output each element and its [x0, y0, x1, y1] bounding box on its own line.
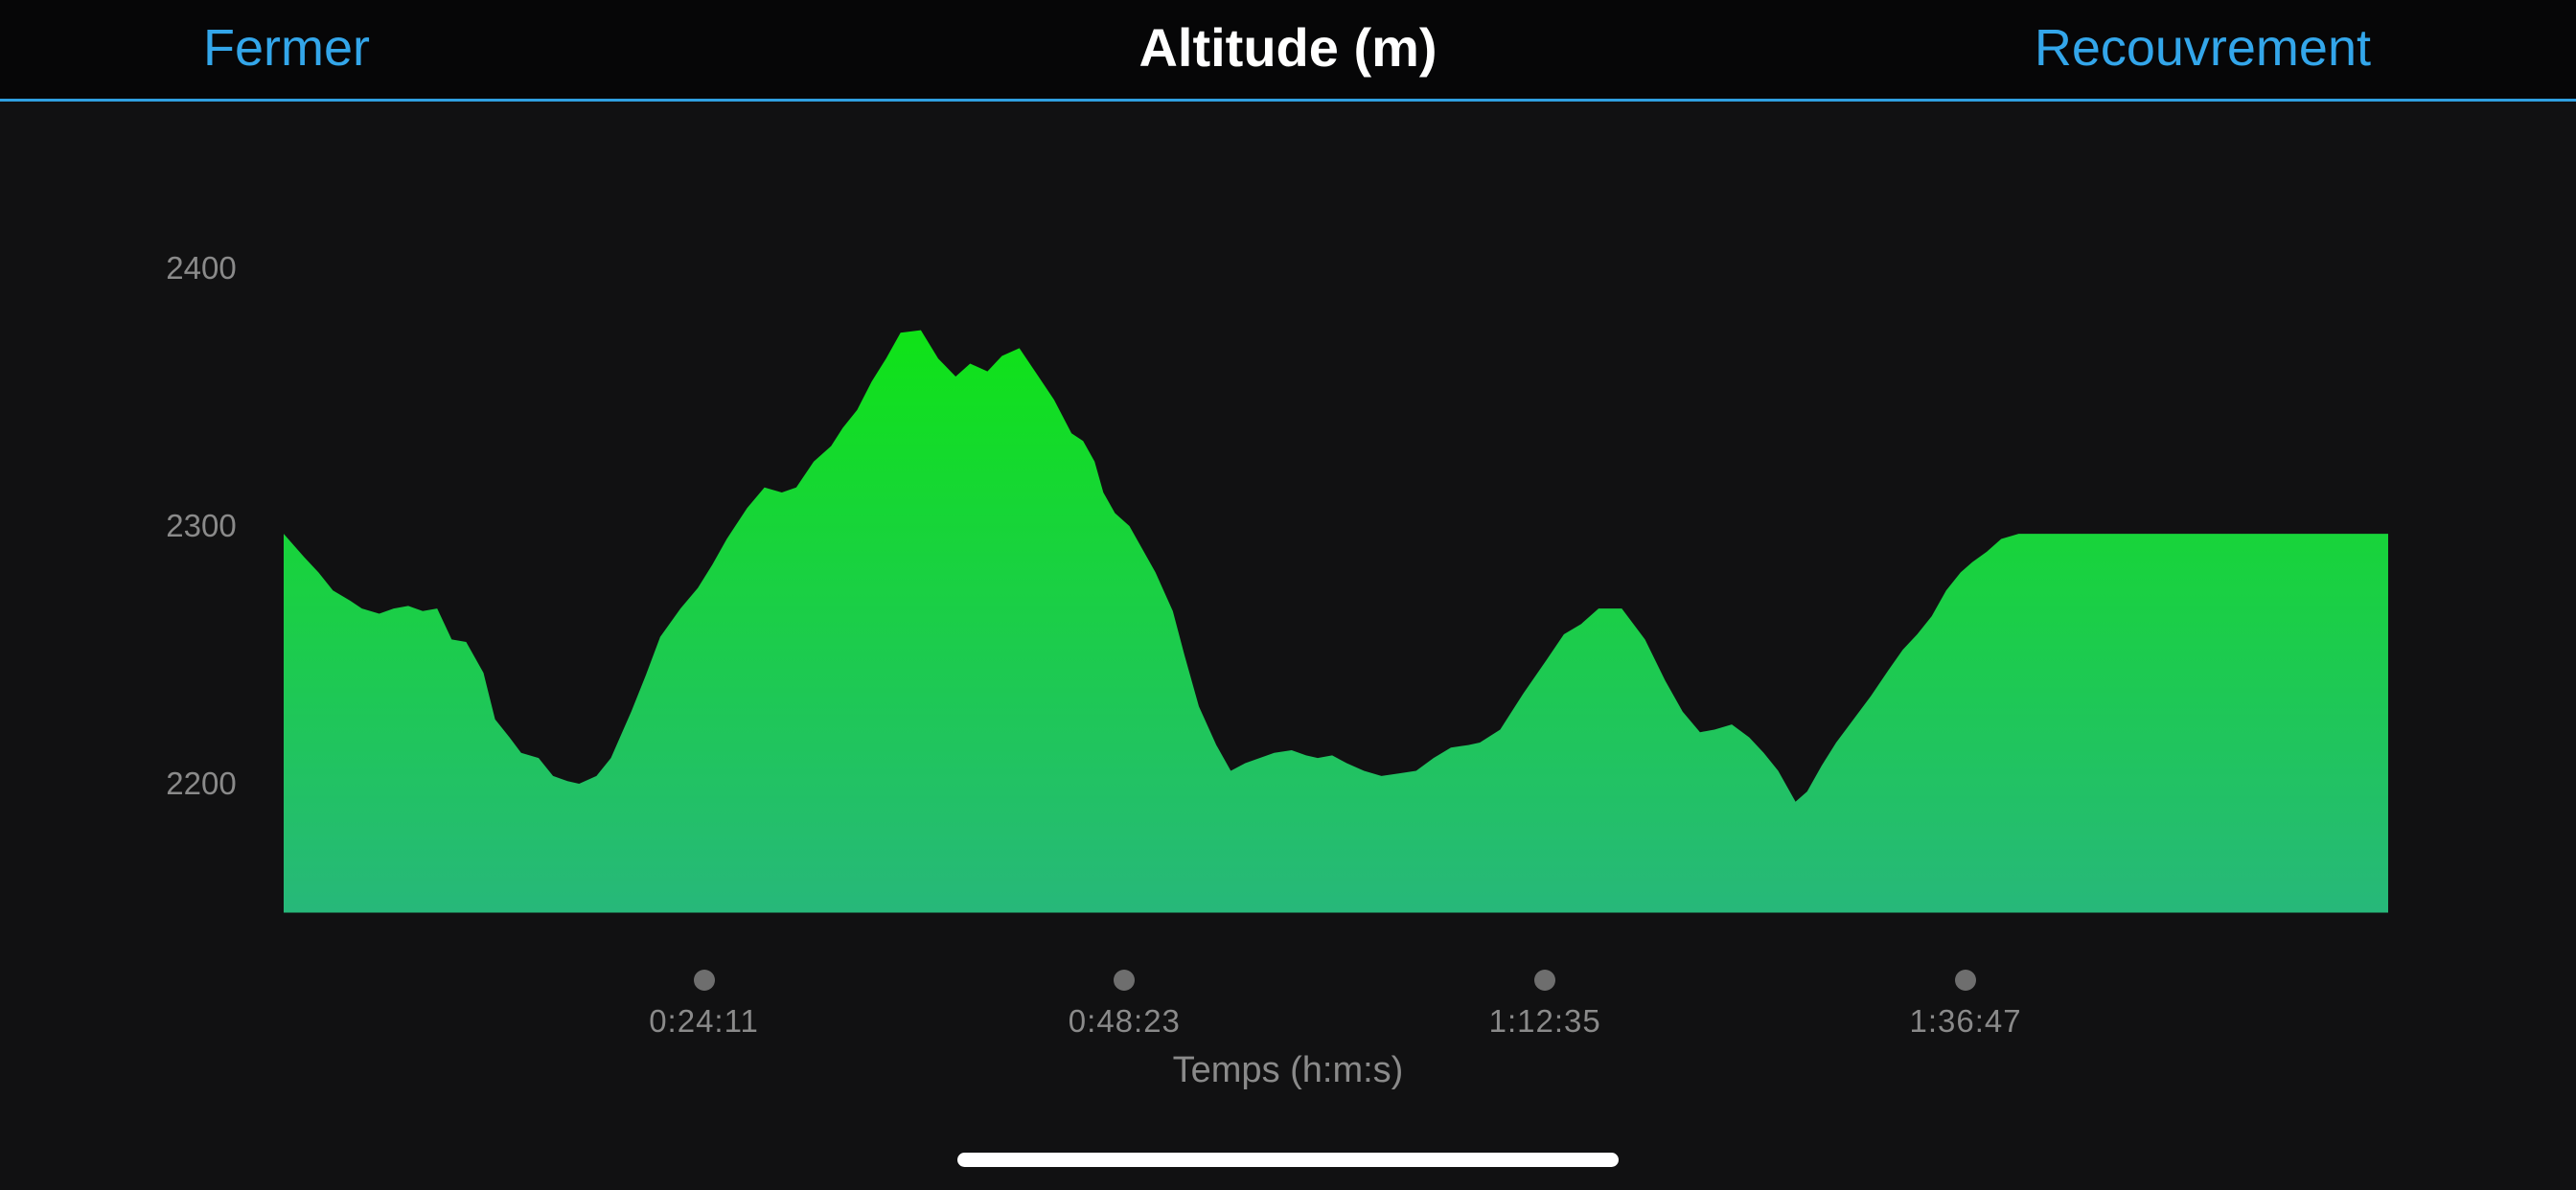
x-axis-label: Temps (h:m:s)	[1172, 1050, 1404, 1090]
x-tick-label: 1:12:35	[1488, 1003, 1601, 1039]
x-tick-label: 0:24:11	[649, 1003, 759, 1039]
y-tick-label: 2300	[166, 508, 237, 543]
y-tick-label: 2400	[166, 250, 237, 286]
y-tick-label: 2200	[166, 766, 237, 801]
overlay-button[interactable]: Recouvrement	[2034, 19, 2371, 77]
x-tick-label: 1:36:47	[1909, 1003, 2022, 1039]
home-indicator[interactable]	[957, 1153, 1619, 1167]
x-tick-label: 0:48:23	[1068, 1003, 1181, 1039]
x-tick-marker	[693, 970, 715, 991]
x-tick-marker	[1955, 970, 1977, 991]
x-tick-marker	[1534, 970, 1556, 991]
x-tick-marker	[1114, 970, 1136, 991]
altitude-area	[284, 330, 2388, 913]
close-button[interactable]: Fermer	[203, 19, 370, 77]
